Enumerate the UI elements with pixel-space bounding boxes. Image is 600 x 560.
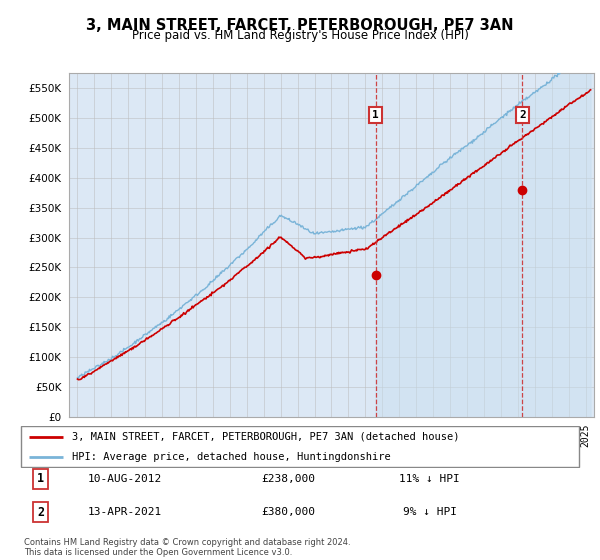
Text: 11% ↓ HPI: 11% ↓ HPI bbox=[400, 474, 460, 484]
Text: 3, MAIN STREET, FARCET, PETERBOROUGH, PE7 3AN (detached house): 3, MAIN STREET, FARCET, PETERBOROUGH, PE… bbox=[71, 432, 459, 441]
Text: Price paid vs. HM Land Registry's House Price Index (HPI): Price paid vs. HM Land Registry's House … bbox=[131, 29, 469, 42]
Text: 1: 1 bbox=[372, 110, 379, 120]
Text: 3, MAIN STREET, FARCET, PETERBOROUGH, PE7 3AN: 3, MAIN STREET, FARCET, PETERBOROUGH, PE… bbox=[86, 18, 514, 33]
Text: 9% ↓ HPI: 9% ↓ HPI bbox=[403, 507, 457, 517]
Text: Contains HM Land Registry data © Crown copyright and database right 2024.
This d: Contains HM Land Registry data © Crown c… bbox=[24, 538, 350, 557]
Text: 13-APR-2021: 13-APR-2021 bbox=[88, 507, 162, 517]
Text: £380,000: £380,000 bbox=[262, 507, 316, 517]
FancyBboxPatch shape bbox=[21, 427, 579, 467]
Text: 10-AUG-2012: 10-AUG-2012 bbox=[88, 474, 162, 484]
Text: 2: 2 bbox=[519, 110, 526, 120]
Text: £238,000: £238,000 bbox=[262, 474, 316, 484]
Text: HPI: Average price, detached house, Huntingdonshire: HPI: Average price, detached house, Hunt… bbox=[71, 452, 391, 461]
Text: 1: 1 bbox=[37, 472, 44, 486]
Text: 2: 2 bbox=[37, 506, 44, 519]
